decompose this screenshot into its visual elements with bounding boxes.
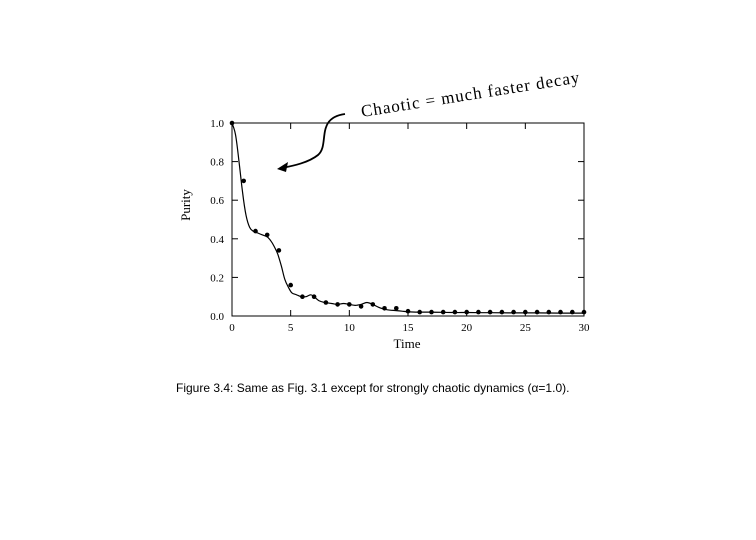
annotation-arrowhead [277,162,288,172]
x-tick-label: 15 [403,322,415,334]
x-axis-title: Time [394,336,421,351]
y-tick-label: 0.6 [210,195,224,207]
tick-labels: 0 5 10 15 20 25 30 0.0 0.2 0.4 0.6 0.8 1.0 [210,118,590,334]
purity-curve [231,122,584,314]
data-point [440,309,446,315]
data-point [405,308,411,314]
data-point [511,309,516,315]
x-tick-label: 5 [288,322,294,334]
y-tick-label: 0.8 [210,157,224,169]
y-tick-label: 0.4 [210,234,224,246]
data-point [300,294,305,300]
data-point [311,294,317,300]
plot-frame [231,122,585,317]
x-tick-label: 25 [520,322,532,334]
data-point [253,228,258,234]
y-axis-title: Purity [178,189,193,221]
data-point [476,309,481,315]
data-point [288,282,294,288]
data-point [523,309,528,315]
data-point [335,302,340,307]
data-point [323,300,329,305]
data-point [394,306,399,311]
annotation-text: Chaotic = much faster decay [360,68,582,121]
data-point [570,309,575,315]
x-tick-label: 0 [229,322,235,334]
data-point [229,120,235,126]
x-tick-label: 20 [461,322,473,334]
data-point [417,309,423,315]
data-point [534,309,540,315]
y-tick-label: 1.0 [210,118,224,130]
data-point [464,309,470,315]
data-point [581,309,587,315]
y-tick-label: 0.0 [210,311,224,323]
data-point [499,309,505,315]
data-point [382,306,387,311]
data-point [264,232,270,238]
x-tick-label: 10 [344,322,356,334]
data-point [370,302,376,307]
data-point [358,304,364,309]
annotation-arrow [281,113,346,169]
data-point [276,248,282,253]
data-point [347,302,352,307]
data-point [429,309,434,315]
y-tick-label: 0.2 [210,272,224,284]
data-point [487,309,493,315]
x-tick-label: 30 [579,322,591,334]
purity-points [229,120,587,315]
data-point [558,309,563,315]
data-point [452,309,458,315]
data-point [546,309,552,315]
ticks [231,122,585,317]
figure-caption: Figure 3.4: Same as Fig. 3.1 except for … [176,381,570,395]
data-point [241,178,246,184]
